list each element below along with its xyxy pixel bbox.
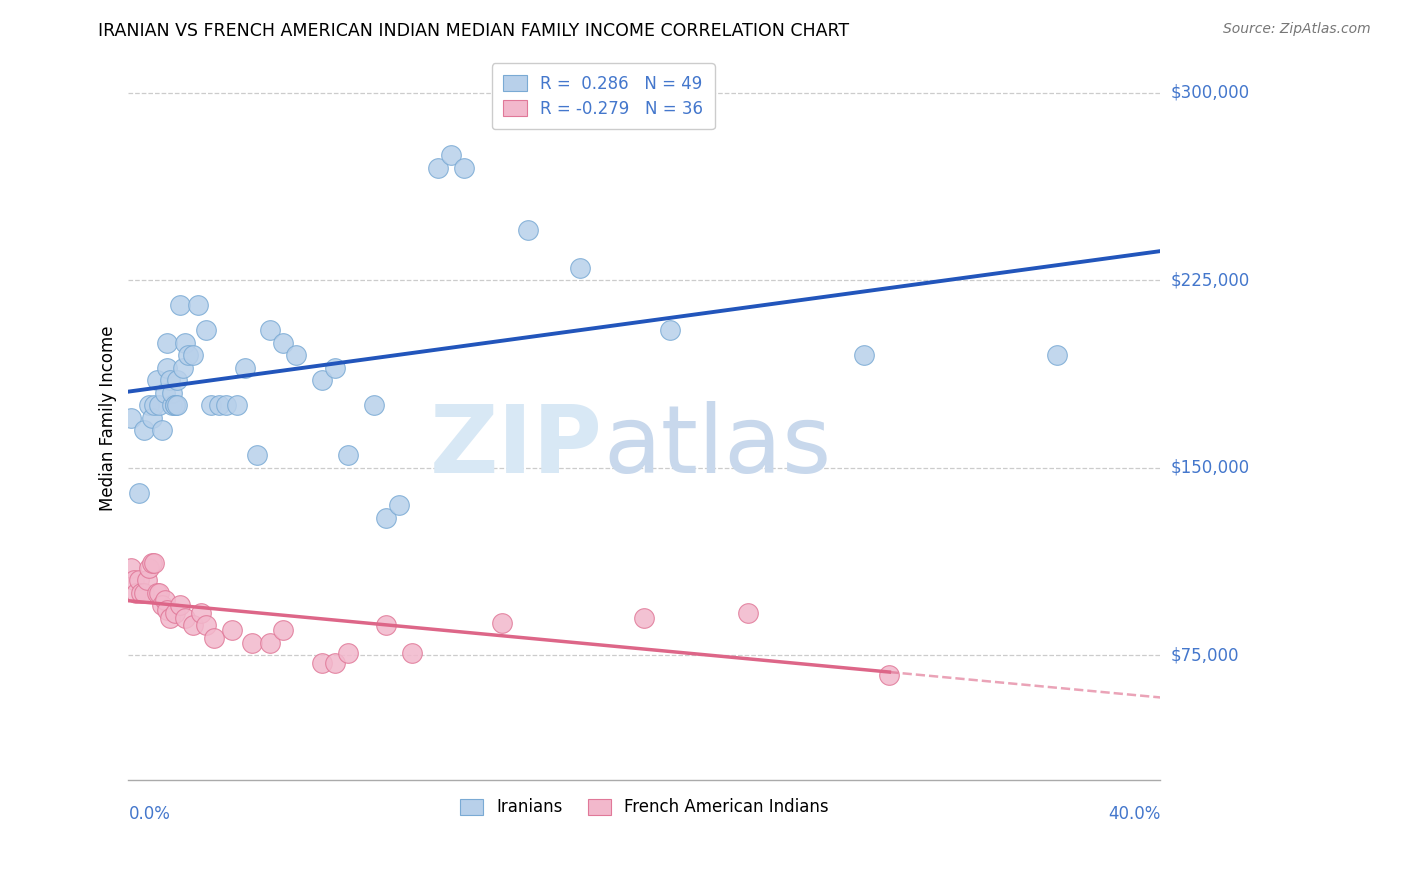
Point (148, 586, 170, 600)
Point (163, 606, 186, 620)
Point (271, 335, 294, 350)
Point (148, 398, 170, 412)
Point (125, 586, 148, 600)
Point (162, 398, 184, 412)
Point (143, 398, 166, 412)
Point (150, 599, 173, 613)
Point (225, 398, 247, 412)
Point (128, 486, 150, 500)
Point (259, 636, 281, 650)
Point (375, 618, 398, 632)
Point (246, 448, 269, 462)
Y-axis label: Median Family Income: Median Family Income (100, 325, 117, 510)
Text: $75,000: $75,000 (1171, 647, 1239, 665)
Point (138, 561, 160, 575)
Point (132, 423, 155, 437)
Point (194, 618, 217, 632)
Point (221, 624, 243, 638)
Point (517, 223, 540, 237)
Point (737, 606, 759, 620)
Point (879, 668, 901, 682)
Point (363, 398, 385, 412)
Point (323, 360, 346, 375)
Point (336, 646, 359, 660)
Point (233, 360, 256, 375)
Point (1046, 348, 1069, 362)
Point (141, 556, 163, 570)
Point (271, 624, 294, 638)
Point (159, 373, 181, 387)
Point (285, 348, 308, 362)
Point (174, 611, 197, 625)
Point (122, 574, 145, 588)
Legend: Iranians, French American Indians: Iranians, French American Indians (453, 791, 835, 823)
Point (181, 618, 204, 632)
Text: atlas: atlas (603, 401, 831, 492)
Point (568, 260, 591, 275)
Point (156, 603, 179, 617)
Point (311, 656, 333, 670)
Text: 0.0%: 0.0% (128, 805, 170, 823)
Point (388, 499, 411, 513)
Text: IRANIAN VS FRENCH AMERICAN INDIAN MEDIAN FAMILY INCOME CORRELATION CHART: IRANIAN VS FRENCH AMERICAN INDIAN MEDIAN… (98, 22, 849, 40)
Point (240, 636, 263, 650)
Point (375, 511, 398, 525)
Point (166, 373, 188, 387)
Point (202, 631, 225, 645)
Point (143, 556, 166, 570)
Point (138, 398, 160, 412)
Point (153, 385, 176, 400)
Point (208, 398, 231, 412)
Point (491, 615, 513, 630)
Point (135, 574, 157, 588)
Point (259, 323, 281, 337)
Point (150, 423, 173, 437)
Point (141, 410, 163, 425)
Point (169, 298, 191, 312)
Point (153, 593, 176, 607)
Point (187, 298, 209, 312)
Point (163, 398, 186, 412)
Point (131, 586, 153, 600)
Point (159, 611, 181, 625)
Point (169, 599, 191, 613)
Point (401, 646, 423, 660)
Point (311, 373, 333, 387)
Point (427, 161, 450, 175)
Point (852, 348, 875, 362)
Point (194, 323, 217, 337)
Point (156, 360, 179, 375)
Point (440, 148, 463, 162)
Point (181, 348, 204, 362)
Text: $300,000: $300,000 (1171, 84, 1250, 102)
Point (177, 348, 200, 362)
Point (120, 561, 142, 575)
Point (120, 410, 142, 425)
Text: 40.0%: 40.0% (1108, 805, 1160, 823)
Point (163, 398, 186, 412)
Point (146, 373, 169, 387)
Point (174, 335, 197, 350)
Text: ZIP: ZIP (430, 401, 603, 492)
Text: $150,000: $150,000 (1171, 458, 1250, 477)
Text: $225,000: $225,000 (1171, 271, 1250, 289)
Point (190, 606, 212, 620)
Point (166, 398, 188, 412)
Point (633, 611, 655, 625)
Point (215, 398, 238, 412)
Point (659, 323, 682, 337)
Text: Source: ZipAtlas.com: Source: ZipAtlas.com (1223, 22, 1371, 37)
Point (128, 574, 150, 588)
Point (146, 586, 169, 600)
Point (132, 586, 155, 600)
Point (323, 656, 346, 670)
Point (156, 335, 179, 350)
Point (336, 448, 359, 462)
Point (162, 385, 184, 400)
Point (453, 161, 475, 175)
Point (172, 360, 194, 375)
Point (200, 398, 222, 412)
